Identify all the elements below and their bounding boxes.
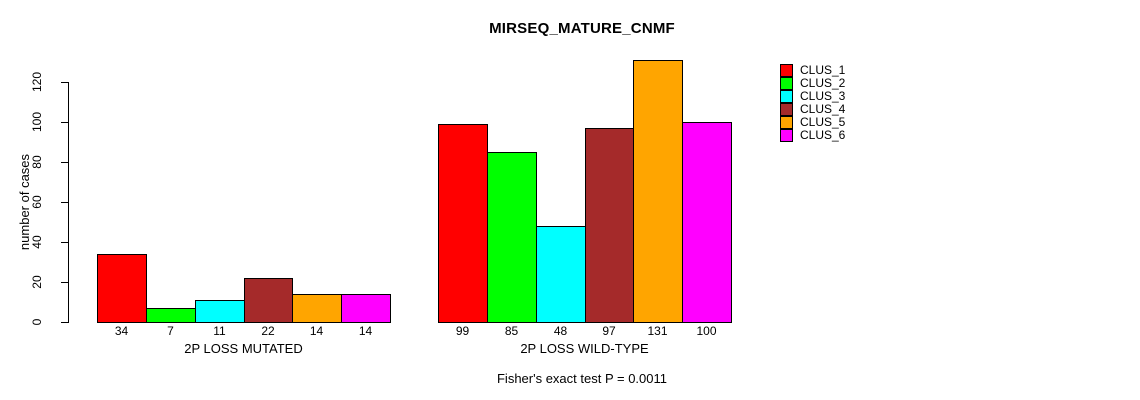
bar-value-label: 85 [504,324,519,338]
bar-value-label: 7 [167,324,174,338]
bar-clus_1 [438,124,488,323]
bar-value-label: 14 [358,324,373,338]
y-tick-mark [61,242,68,243]
legend-swatch-clus_6 [780,129,793,142]
bar-value-label: 22 [261,324,275,338]
legend-swatch-clus_1 [780,64,793,77]
legend-swatch-clus_5 [780,116,793,129]
y-tick-label: 20 [30,275,44,289]
legend-label-clus_3: CLUS_3 [800,89,846,103]
y-tick-label: 0 [30,318,44,326]
bar-value-label: 97 [602,324,616,338]
legend-label-clus_4: CLUS_4 [800,102,846,116]
bar-value-label: 48 [553,324,568,338]
y-tick-label: 60 [30,195,44,209]
y-tick-label: 100 [30,111,44,133]
legend-swatch-clus_3 [780,90,793,103]
y-tick-mark [61,322,68,323]
legend-label-clus_1: CLUS_1 [800,63,846,77]
bar-value-label: 131 [647,324,668,338]
y-tick-label: 120 [30,71,44,93]
bar-clus_5 [633,60,683,323]
bar-clus_2 [487,152,537,323]
bar-clus_5 [292,294,342,323]
chart-title: MIRSEQ_MATURE_CNMF [489,20,675,37]
bar-clus_3 [195,300,245,323]
bar-clus_1 [97,254,147,323]
bar-value-label: 34 [114,324,129,338]
y-tick-mark [61,122,68,123]
bar-clus_6 [341,294,391,323]
bar-value-label: 11 [213,324,226,338]
legend-label-clus_5: CLUS_5 [800,115,846,129]
legend-swatch-clus_2 [780,77,793,90]
y-tick-mark [61,282,68,283]
y-tick-mark [61,202,68,203]
annotation-fisher-test: Fisher's exact test P = 0.0011 [496,371,667,386]
y-tick-label: 80 [30,155,44,169]
bar-value-label: 99 [455,324,470,338]
x-axis-group-label: 2P LOSS MUTATED [184,341,303,356]
y-tick-mark [61,162,68,163]
legend-label-clus_2: CLUS_2 [800,76,846,90]
bar-clus_6 [682,122,732,323]
bar-clus_4 [244,278,293,323]
bar-clus_3 [536,226,586,323]
legend-swatch-clus_4 [780,103,793,116]
bar-clus_2 [146,308,196,323]
y-tick-mark [61,82,68,83]
bar-value-label: 100 [696,324,717,338]
y-tick-label: 40 [30,235,44,249]
bar-clus_4 [585,128,634,323]
x-axis-group-label: 2P LOSS WILD-TYPE [520,341,649,356]
legend-label-clus_6: CLUS_6 [800,128,846,142]
bar-value-label: 14 [309,324,324,338]
y-axis-line [68,82,69,323]
